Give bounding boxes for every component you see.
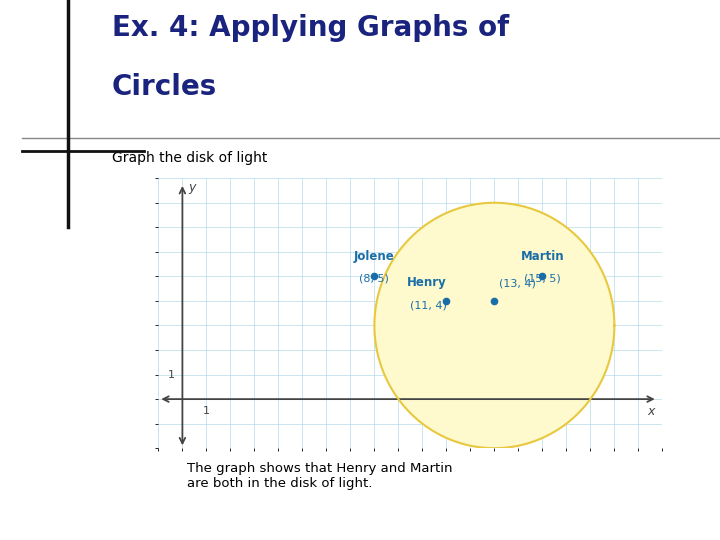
Text: Martin: Martin — [521, 250, 564, 263]
Text: (13, 4): (13, 4) — [499, 279, 536, 289]
Text: 1: 1 — [168, 369, 175, 380]
Text: Jolene: Jolene — [354, 250, 395, 263]
Text: Ex. 4: Applying Graphs of: Ex. 4: Applying Graphs of — [112, 14, 509, 42]
Polygon shape — [374, 202, 614, 448]
Text: (15, 5): (15, 5) — [524, 274, 561, 284]
Text: The graph shows that Henry and Martin
are both in the disk of light.: The graph shows that Henry and Martin ar… — [187, 462, 453, 490]
Text: Circles: Circles — [112, 73, 217, 101]
Text: (8, 5): (8, 5) — [359, 274, 390, 284]
Text: 1: 1 — [203, 407, 210, 416]
Text: Graph the disk of light: Graph the disk of light — [112, 151, 267, 165]
Text: x: x — [648, 405, 655, 418]
Text: y: y — [189, 181, 196, 194]
Text: (11, 4): (11, 4) — [410, 301, 446, 311]
Text: Henry: Henry — [407, 275, 446, 289]
